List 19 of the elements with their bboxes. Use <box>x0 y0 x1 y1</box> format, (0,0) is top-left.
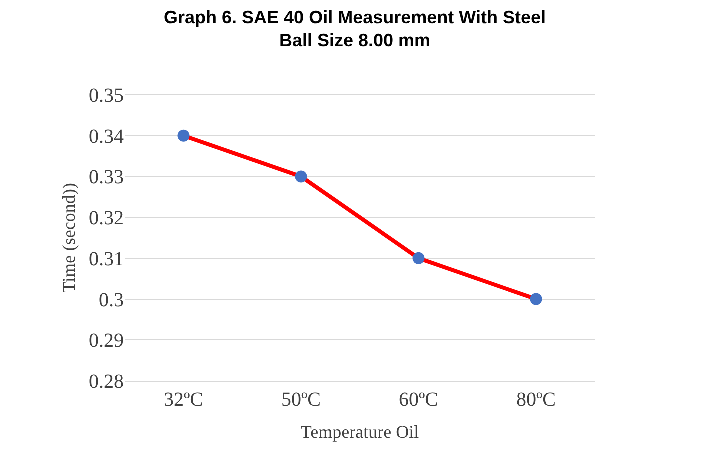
x-tick-label: 60ºC <box>398 389 439 411</box>
y-tick-label: 0.35 <box>89 85 124 107</box>
point <box>178 130 190 142</box>
y-tick-label: 0.28 <box>89 371 124 393</box>
y-tick-label: 0.29 <box>89 330 124 352</box>
x-tick-label: 80ºC <box>516 389 556 411</box>
point <box>412 252 425 264</box>
y-tick-label: 0.31 <box>89 248 124 270</box>
x-tick-label: 32ºC <box>164 389 204 411</box>
chart-title: Graph 6. SAE 40 Oil Measurement With Steel Ball Size 8.00 mm <box>164 7 546 51</box>
x-axis-title: Temperature Oil <box>300 422 420 442</box>
y-tick-label: 0.33 <box>89 166 124 189</box>
y-tick-label: 0.32 <box>89 208 124 230</box>
y-tick-label: 0.3 <box>99 289 124 312</box>
x-tick-label: 50ºC <box>281 389 322 411</box>
y-axis-title: Time (second)) <box>59 183 80 293</box>
y-tick-label: 0.34 <box>89 126 124 148</box>
point <box>295 170 308 183</box>
point <box>530 293 542 306</box>
